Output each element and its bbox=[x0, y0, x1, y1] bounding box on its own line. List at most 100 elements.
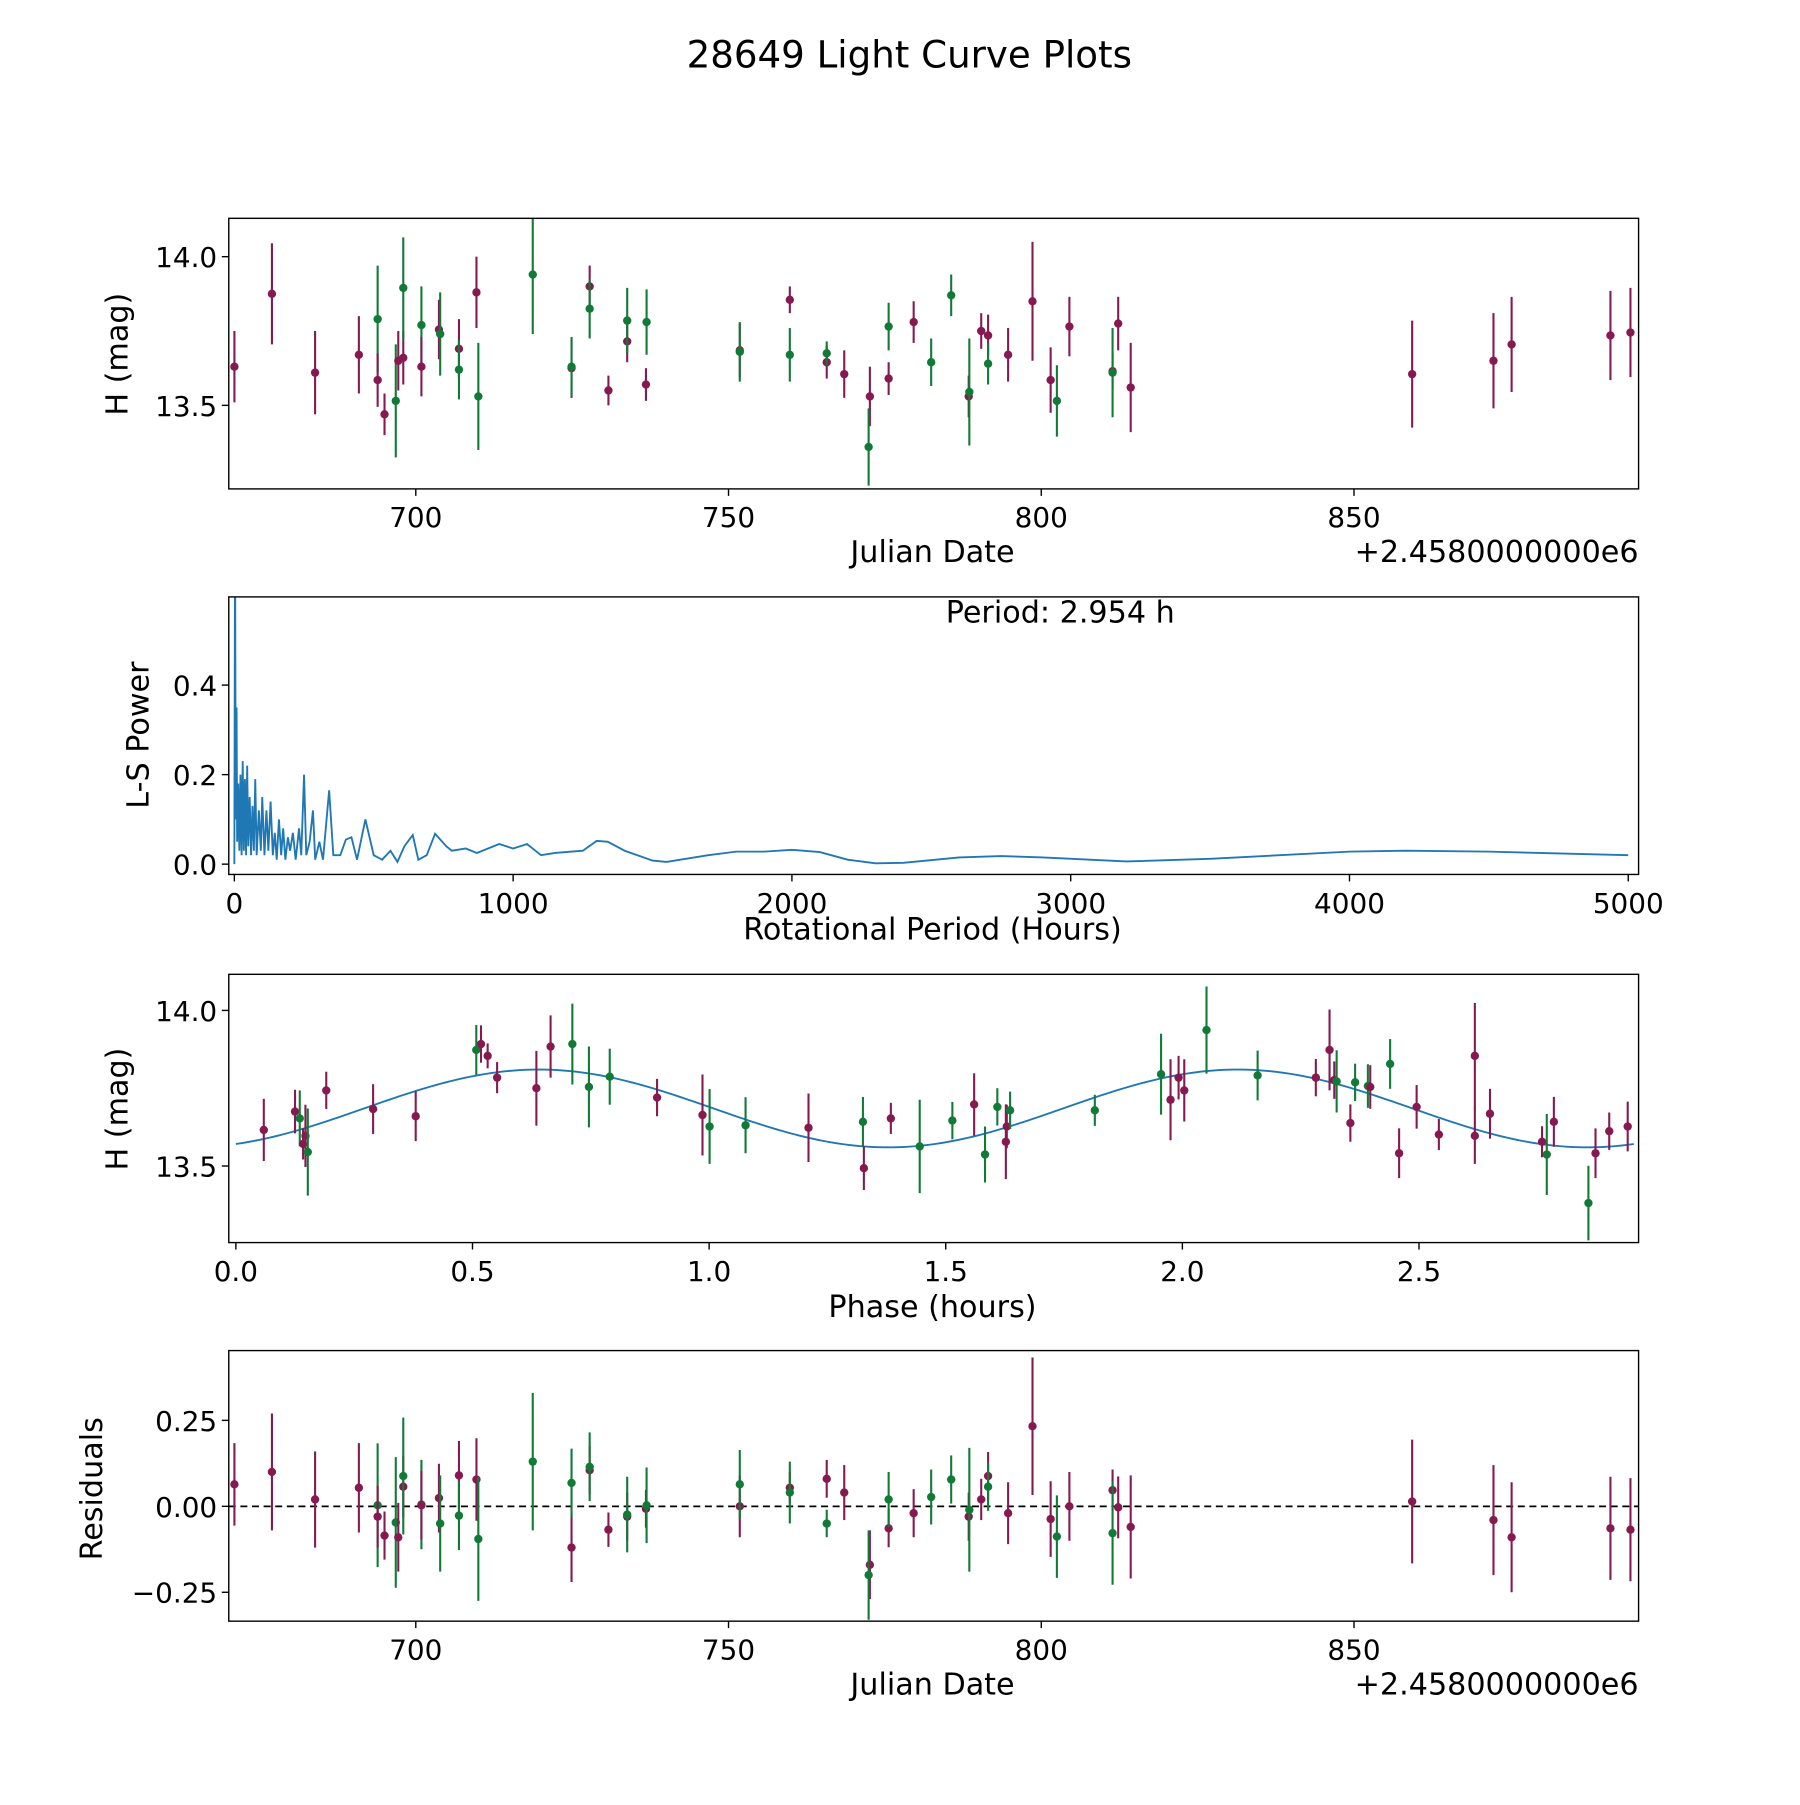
lightcurve-point bbox=[373, 314, 382, 324]
phase-point bbox=[1005, 1106, 1015, 1115]
residuals-point bbox=[1489, 1515, 1498, 1525]
phase-point bbox=[741, 1121, 750, 1130]
residuals-offset-text: +2.4580000000e6 bbox=[1355, 1667, 1639, 1702]
phase-point bbox=[492, 1073, 502, 1082]
phase-xtick-label: 1.0 bbox=[687, 1255, 731, 1288]
phase-xtick-label: 0.5 bbox=[450, 1255, 494, 1288]
phase-point bbox=[303, 1147, 312, 1157]
phase-point bbox=[948, 1116, 957, 1125]
phase-axes: Phase (hours) H (mag) 0.0 0.5 1.0 1.5 2.0 2.5… bbox=[101, 973, 1640, 1325]
periodogram-axes: Rotational Period (Hours) Period: 2.954 … bbox=[122, 595, 1664, 947]
lightcurve-point bbox=[230, 362, 239, 371]
phase-point bbox=[1090, 1106, 1099, 1115]
phase-point bbox=[858, 1117, 868, 1127]
periodogram-ytick-label: 0.2 bbox=[173, 759, 217, 792]
phase-point bbox=[1394, 1149, 1404, 1158]
phase-point bbox=[1174, 1073, 1183, 1082]
lightcurve-point bbox=[399, 353, 408, 362]
periodogram-plot-area bbox=[233, 596, 1629, 865]
lightcurve-point bbox=[373, 375, 382, 385]
lightcurve-plot-area bbox=[230, 218, 1635, 486]
lightcurve-point bbox=[354, 350, 364, 359]
residuals-point bbox=[926, 1492, 936, 1502]
residuals-xtick-label: 750 bbox=[702, 1633, 755, 1666]
residuals-point bbox=[1606, 1524, 1615, 1533]
phase-point bbox=[980, 1150, 990, 1159]
lightcurve-point bbox=[822, 349, 831, 358]
phase-point bbox=[652, 1093, 662, 1102]
lightcurve-point bbox=[840, 369, 849, 379]
phase-point bbox=[1350, 1078, 1360, 1087]
residuals-point bbox=[1626, 1525, 1635, 1534]
phase-point bbox=[1253, 1071, 1262, 1080]
lightcurve-point bbox=[983, 331, 993, 340]
phase-point bbox=[1470, 1051, 1480, 1061]
lightcurve-point bbox=[1489, 356, 1498, 365]
residuals-point bbox=[567, 1478, 576, 1488]
lightcurve-point bbox=[417, 320, 426, 330]
residuals-point bbox=[454, 1471, 464, 1480]
residuals-point bbox=[417, 1501, 426, 1510]
lightcurve-xlabel: Julian Date bbox=[848, 535, 1014, 570]
lightcurve-point bbox=[528, 270, 537, 279]
lightcurve-point bbox=[436, 329, 445, 339]
phase-point bbox=[1623, 1122, 1632, 1131]
residuals-point bbox=[864, 1570, 873, 1580]
phase-point bbox=[1584, 1198, 1593, 1208]
phase-frame bbox=[228, 973, 1640, 1244]
residuals-point bbox=[1046, 1514, 1055, 1524]
phase-point bbox=[1412, 1102, 1421, 1112]
phase-point bbox=[290, 1107, 300, 1116]
phase-point bbox=[1156, 1070, 1166, 1079]
residuals-point bbox=[1114, 1503, 1123, 1512]
phase-xtick-label: 0.0 bbox=[214, 1255, 258, 1288]
period-annotation: Period: 2.954 h bbox=[946, 595, 1175, 630]
residuals-point bbox=[1407, 1497, 1417, 1506]
phase-point bbox=[1549, 1117, 1559, 1127]
residuals-point bbox=[1052, 1532, 1062, 1541]
phase-point bbox=[886, 1114, 896, 1123]
lightcurve-point bbox=[641, 380, 651, 389]
phase-point bbox=[804, 1123, 813, 1132]
lightcurve-point bbox=[865, 392, 875, 401]
residuals-point bbox=[380, 1531, 389, 1540]
residuals-point bbox=[983, 1482, 993, 1491]
residuals-point bbox=[472, 1475, 481, 1484]
periodogram-ylabel: L-S Power bbox=[122, 661, 157, 809]
phase-point bbox=[969, 1100, 979, 1109]
lightcurve-point bbox=[1114, 319, 1123, 328]
residuals-xtick-label: 800 bbox=[1015, 1633, 1068, 1666]
residuals-point bbox=[840, 1488, 849, 1497]
phase-plot-area bbox=[235, 986, 1634, 1241]
lightcurve-point bbox=[454, 365, 464, 374]
phase-point bbox=[584, 1082, 594, 1092]
lightcurve-ytick-label: 13.5 bbox=[155, 390, 217, 423]
phase-point bbox=[476, 1039, 486, 1049]
residuals-point bbox=[642, 1501, 651, 1510]
phase-point bbox=[915, 1142, 924, 1151]
phase-point bbox=[698, 1110, 707, 1120]
periodogram-frame bbox=[228, 596, 1640, 876]
residuals-point bbox=[1126, 1522, 1135, 1532]
residuals-axes: Julian Date +2.4580000000e6 Residuals 70… bbox=[75, 1349, 1640, 1702]
lightcurve-point bbox=[567, 362, 576, 371]
residuals-point bbox=[735, 1480, 744, 1489]
phase-point bbox=[1366, 1082, 1375, 1092]
phase-ytick-label: 13.5 bbox=[155, 1150, 217, 1183]
lightcurve-point bbox=[1065, 322, 1074, 331]
phase-point bbox=[1385, 1059, 1395, 1069]
residuals-point bbox=[1003, 1509, 1013, 1518]
phase-point bbox=[1325, 1045, 1334, 1055]
phase-point bbox=[368, 1104, 378, 1114]
residuals-point bbox=[785, 1488, 795, 1497]
phase-point bbox=[1202, 1025, 1211, 1035]
phase-xtick-label: 2.5 bbox=[1397, 1255, 1441, 1288]
lightcurve-point bbox=[947, 291, 956, 300]
lightcurve-xtick-label: 800 bbox=[1015, 501, 1068, 534]
phase-point bbox=[1591, 1149, 1600, 1158]
phase-point bbox=[568, 1039, 577, 1049]
residuals-xlabel: Julian Date bbox=[848, 1667, 1014, 1702]
phase-point bbox=[1542, 1150, 1551, 1159]
residuals-point bbox=[567, 1543, 576, 1552]
